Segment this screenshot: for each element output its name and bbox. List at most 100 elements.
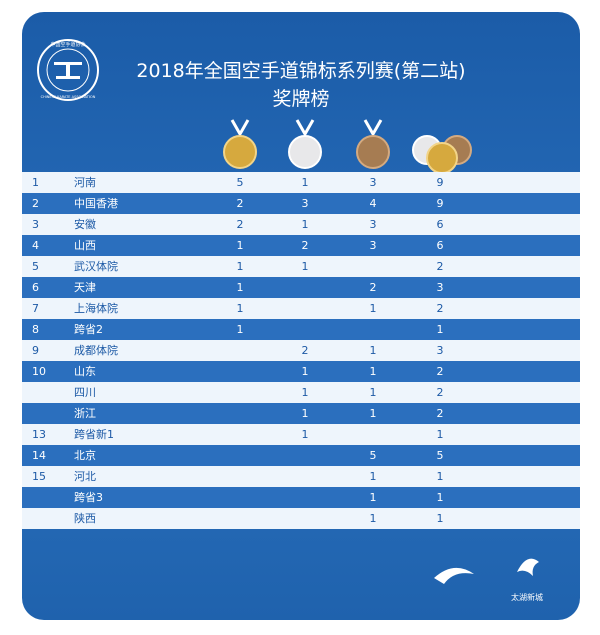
table-row: 陕西 1 1 [22,508,580,529]
bronze-cell: 1 [369,470,377,483]
bronze-cell: 1 [369,365,377,378]
rank-cell: 6 [32,281,39,294]
bronze-cell: 1 [369,302,377,315]
rank-cell: 7 [32,302,39,315]
table-row: 5 武汉体院 1 1 2 [22,256,580,277]
total-cell: 2 [436,260,444,273]
team-cell: 陕西 [74,512,96,525]
bronze-cell: 3 [369,239,377,252]
team-cell: 山西 [74,239,96,252]
table-row: 13 跨省新1 1 1 [22,424,580,445]
title: 2018年全国空手道锦标系列赛(第二站) [136,60,466,82]
rank-cell: 1 [32,176,39,189]
bronze-cell: 1 [369,512,377,525]
bronze-cell: 3 [369,218,377,231]
silver-cell: 1 [301,407,309,420]
silver-cell: 1 [301,386,309,399]
team-cell: 中国香港 [74,197,118,210]
table-row: 浙江 1 1 2 [22,403,580,424]
team-cell: 北京 [74,449,96,462]
rank-cell: 2 [32,197,39,210]
silver-cell: 2 [301,344,309,357]
bronze-cell: 1 [369,344,377,357]
team-cell: 安徽 [74,218,96,231]
table-row: 2 中国香港 2 3 4 9 [22,193,580,214]
gold-cell: 1 [236,260,244,273]
gold-cell: 1 [236,281,244,294]
footer-logos: 太湖新城 [434,558,543,602]
total-cell: 3 [436,281,444,294]
total-cell: 5 [436,449,444,462]
footer-brand: 太湖新城 [511,592,543,602]
total-cell: 9 [436,197,444,210]
medals [223,119,472,174]
total-cell: 9 [436,176,444,189]
rank-cell: 5 [32,260,39,273]
silver-cell: 1 [301,176,309,189]
rank-cell: 3 [32,218,39,231]
bronze-cell: 1 [369,386,377,399]
team-cell: 浙江 [74,407,96,420]
team-cell: 跨省新1 [74,428,114,441]
silver-cell: 2 [301,239,309,252]
gold-cell: 1 [236,239,244,252]
team-cell: 成都体院 [74,344,118,357]
total-cell: 2 [436,386,444,399]
table-row: 8 跨省2 1 1 [22,319,580,340]
team-cell: 山东 [74,365,96,378]
logo-en: CHINESE KARATE ASSOCIATION [41,95,96,99]
logo-cn: 中国空手道协会 [50,41,85,48]
table-row: 4 山西 1 2 3 6 [22,235,580,256]
team-cell: 河南 [74,176,96,189]
bronze-cell: 5 [369,449,377,462]
team-cell: 上海体院 [74,302,118,315]
table-row: 6 天津 1 2 3 [22,277,580,298]
gold-cell: 1 [236,302,244,315]
table-row: 3 安徽 2 1 3 6 [22,214,580,235]
team-cell: 四川 [74,386,96,399]
total-cell: 1 [436,323,444,336]
rank-cell: 13 [32,428,46,441]
rank-cell: 15 [32,470,46,483]
team-cell: 天津 [74,281,96,294]
decor: 中国空手道协会 CHINESE KARATE ASSOCIATION 太湖新城 [37,39,543,602]
table-row: 15 河北 1 1 [22,466,580,487]
total-cell: 3 [436,344,444,357]
silver-cell: 1 [301,260,309,273]
silver-cell: 3 [301,197,309,210]
team-cell: 跨省2 [74,323,103,336]
bronze-cell: 1 [369,491,377,504]
total-cell: 1 [436,428,444,441]
team-cell: 武汉体院 [74,260,118,273]
rank-cell: 9 [32,344,39,357]
rank-cell: 8 [32,323,39,336]
table-row: 9 成都体院 2 1 3 [22,340,580,361]
table-row: 14 北京 5 5 [22,445,580,466]
table-row: 四川 1 1 2 [22,382,580,403]
total-cell: 1 [436,470,444,483]
table-row: 跨省3 1 1 [22,487,580,508]
silver-cell: 1 [301,428,309,441]
gold-cell: 2 [236,197,244,210]
table-row: 10 山东 1 1 2 [22,361,580,382]
silver-cell: 1 [301,218,309,231]
total-cell: 1 [436,512,444,525]
total-cell: 2 [436,365,444,378]
bronze-cell: 1 [369,407,377,420]
total-cell: 1 [436,491,444,504]
table-row: 7 上海体院 1 1 2 [22,298,580,319]
total-cell: 2 [436,302,444,315]
gold-cell: 1 [236,323,244,336]
rank-cell: 10 [32,365,46,378]
bronze-cell: 3 [369,176,377,189]
bronze-cell: 4 [369,197,377,210]
silver-cell: 1 [301,365,309,378]
rank-cell: 4 [32,239,39,252]
gold-cell: 5 [236,176,244,189]
subtitle: 奖牌榜 [272,88,330,110]
logo: 中国空手道协会 CHINESE KARATE ASSOCIATION [37,39,99,101]
rank-cell: 14 [32,449,46,462]
team-cell: 跨省3 [74,491,103,504]
total-cell: 2 [436,407,444,420]
